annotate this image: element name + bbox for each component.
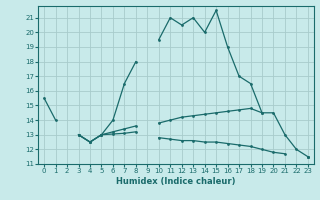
X-axis label: Humidex (Indice chaleur): Humidex (Indice chaleur)	[116, 177, 236, 186]
